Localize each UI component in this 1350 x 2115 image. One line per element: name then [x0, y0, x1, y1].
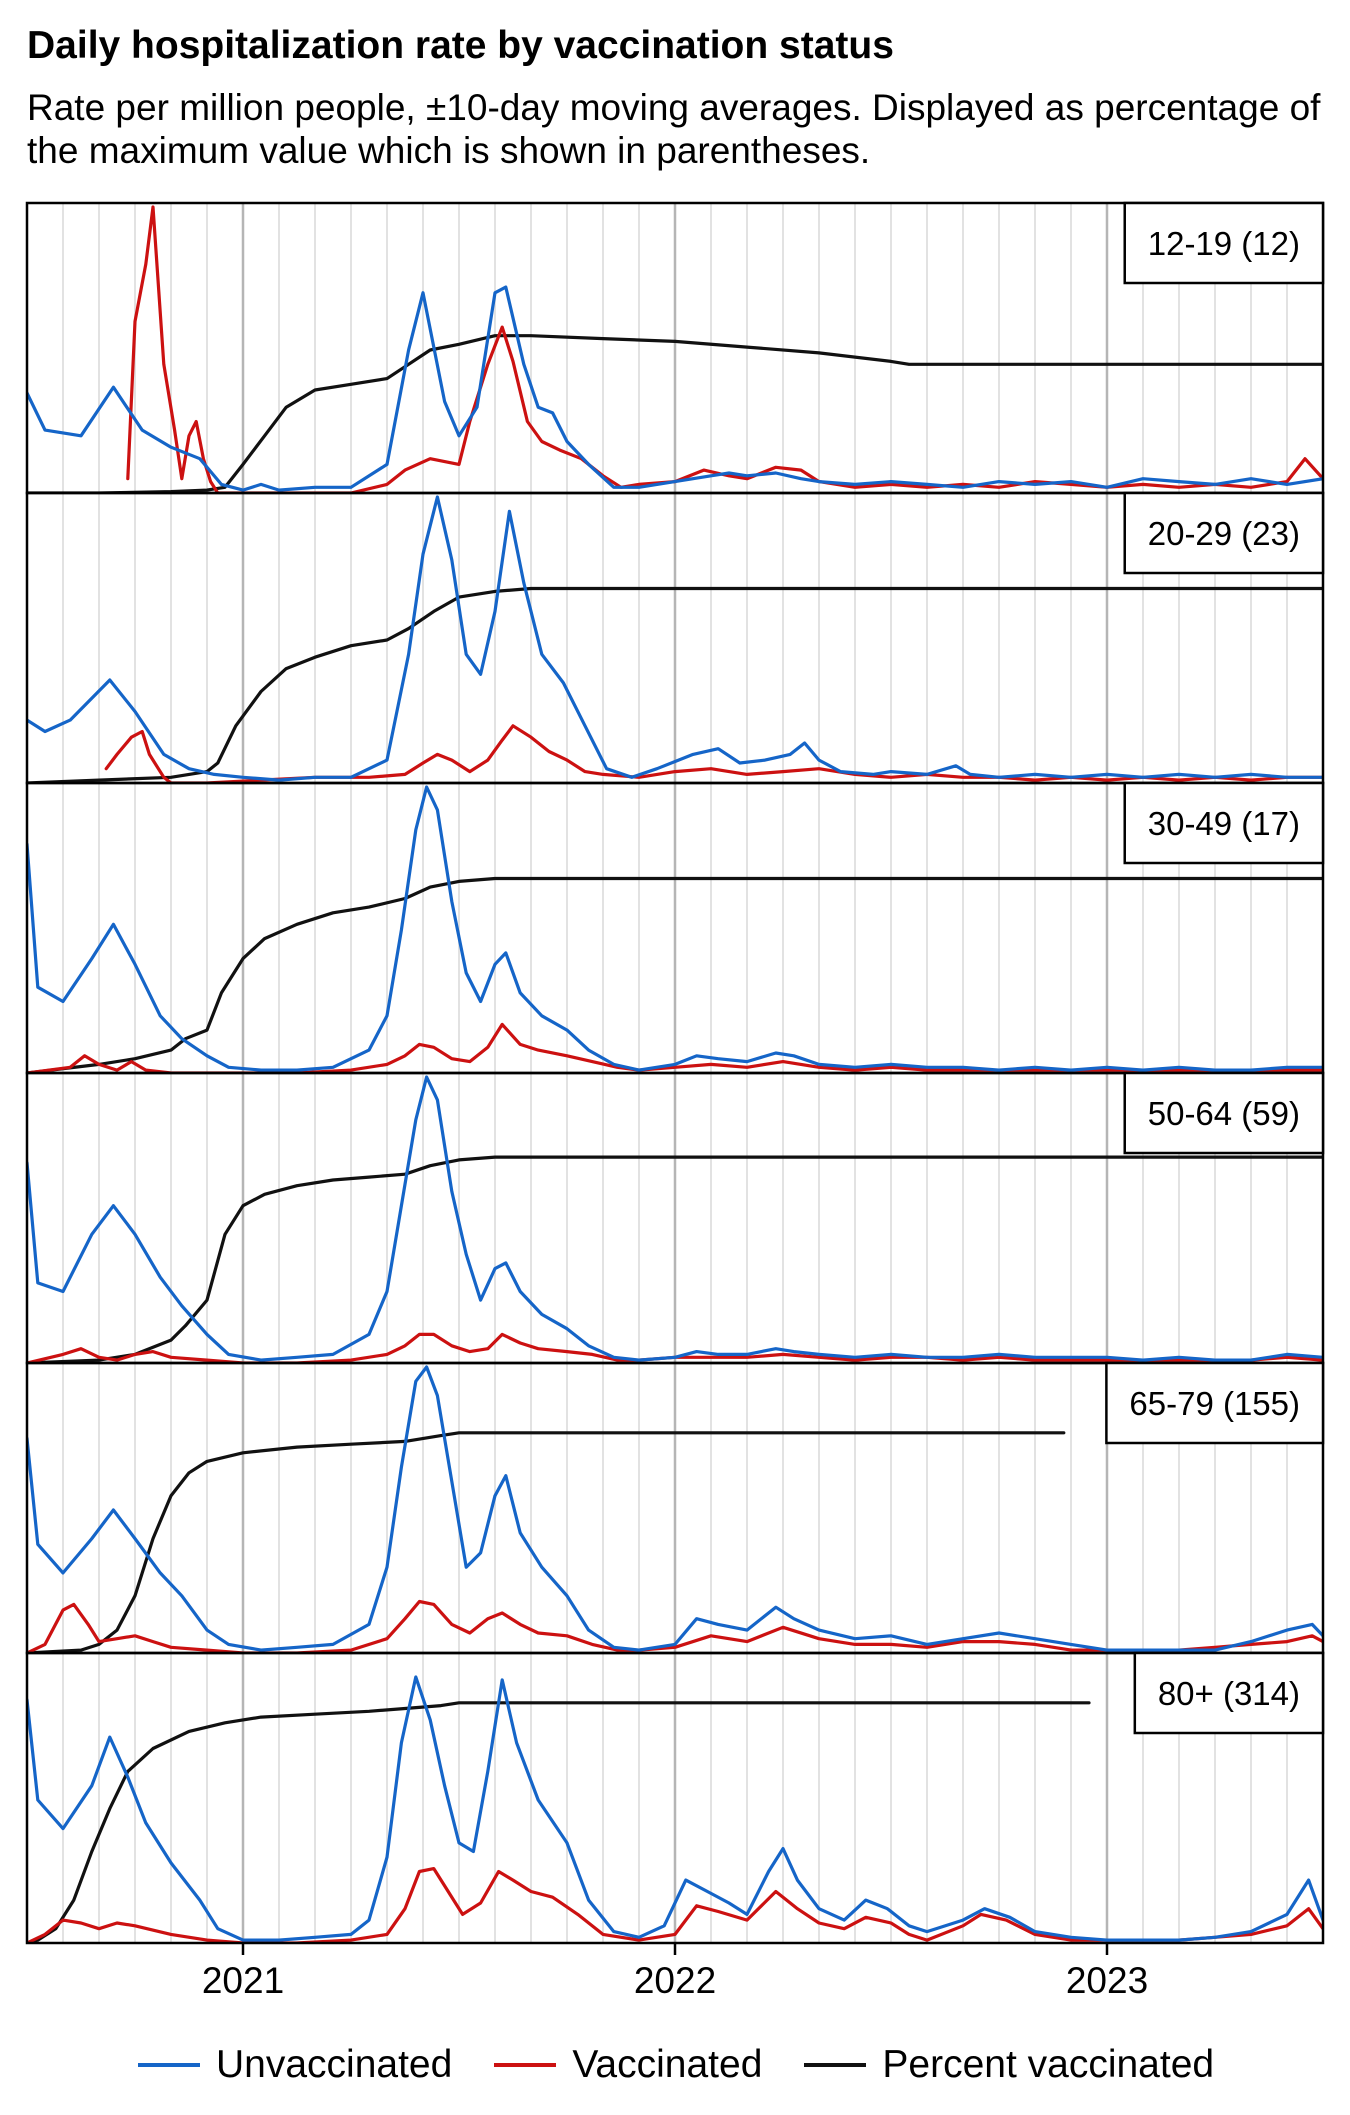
series-lines	[27, 205, 1323, 1943]
panel-6	[27, 1675, 1323, 1943]
panel-label-background	[1123, 781, 1325, 865]
series-percent-vaccinated-line	[27, 1431, 1066, 1653]
panel-label-text: 50-64 (59)	[1148, 1095, 1300, 1132]
series-unvaccinated-line	[27, 1675, 1323, 1942]
legend-label-percent-vaccinated: Percent vaccinated	[882, 2043, 1215, 2086]
chart-title: Daily hospitalization rate by vaccinatio…	[27, 24, 894, 67]
series-unvaccinated-line	[27, 1075, 1323, 1362]
panel-label-background	[1123, 491, 1325, 575]
x-axis: 2021 2022 2023	[202, 1943, 1148, 2001]
legend-label-vaccinated: Vaccinated	[572, 2043, 763, 2086]
series-unvaccinated-line	[27, 495, 1323, 782]
panel-label-text: 20-29 (23)	[1148, 515, 1300, 552]
panel-label-box: 30-49 (17)	[1123, 781, 1325, 865]
legend: Unvaccinated Vaccinated Percent vaccinat…	[138, 2040, 1214, 2090]
legend-swatch-percent-vaccinated	[804, 2063, 867, 2067]
legend-label-unvaccinated: Unvaccinated	[216, 2043, 453, 2086]
series-percent-vaccinated-line	[27, 1155, 1323, 1363]
series-percent-vaccinated-line	[27, 876, 1323, 1073]
panel-label-background	[1133, 1651, 1325, 1735]
panel-label-text: 80+ (314)	[1158, 1675, 1300, 1712]
panel-label-text: 65-79 (155)	[1129, 1385, 1300, 1422]
panel-label-box: 12-19 (12)	[1123, 201, 1325, 285]
series-vaccinated-line	[27, 1332, 1323, 1363]
legend-swatch-unvaccinated	[138, 2063, 200, 2067]
legend-item-unvaccinated: Unvaccinated	[138, 2043, 452, 2087]
series-percent-vaccinated-line	[27, 334, 1323, 493]
panel-label-text: 30-49 (17)	[1148, 805, 1300, 842]
legend-swatch-vaccinated	[494, 2063, 557, 2067]
legend-item-percent-vaccinated: Percent vaccinated	[804, 2043, 1214, 2087]
series-percent-vaccinated-line	[27, 1701, 1091, 1943]
series-unvaccinated-line	[27, 1365, 1323, 1652]
chart-subtitle: Rate per million people, ±10-day moving …	[27, 87, 1321, 171]
panel-label-box: 80+ (314)	[1133, 1651, 1325, 1735]
panel-label-box: 65-79 (155)	[1105, 1361, 1325, 1445]
panel-label-box: 20-29 (23)	[1123, 491, 1325, 575]
panel-5	[27, 1365, 1323, 1653]
x-tick-label: 2022	[634, 1960, 716, 2001]
panel-label-background	[1105, 1361, 1325, 1445]
panel-labels: 12-19 (12) 20-29 (23) 30-49 (17) 50-64 (59)…	[1105, 201, 1325, 1735]
panel-3	[27, 785, 1323, 1073]
series-vaccinated-line	[27, 1599, 1323, 1653]
chart-plot-area: 12-19 (12) 20-29 (23) 30-49 (17) 50-64 (59)…	[25, 201, 1325, 2001]
series-unvaccinated-line	[27, 285, 1323, 492]
legend-item-vaccinated: Vaccinated	[494, 2043, 762, 2087]
x-tick-label: 2023	[1066, 1960, 1148, 2001]
panel-label-background	[1123, 201, 1325, 285]
panel-label-text: 12-19 (12)	[1148, 225, 1300, 262]
x-tick-label: 2021	[202, 1960, 284, 2001]
panel-label-box: 50-64 (59)	[1123, 1071, 1325, 1155]
panel-frames	[25, 201, 1325, 1945]
series-percent-vaccinated-line	[27, 586, 1323, 783]
panel-4	[27, 1075, 1323, 1363]
panel-label-background	[1123, 1071, 1325, 1155]
series-unvaccinated-line	[27, 785, 1323, 1072]
series-vaccinated-line	[27, 1867, 1323, 1943]
panel-1	[27, 205, 1323, 493]
series-vaccinated-line	[104, 724, 1323, 783]
